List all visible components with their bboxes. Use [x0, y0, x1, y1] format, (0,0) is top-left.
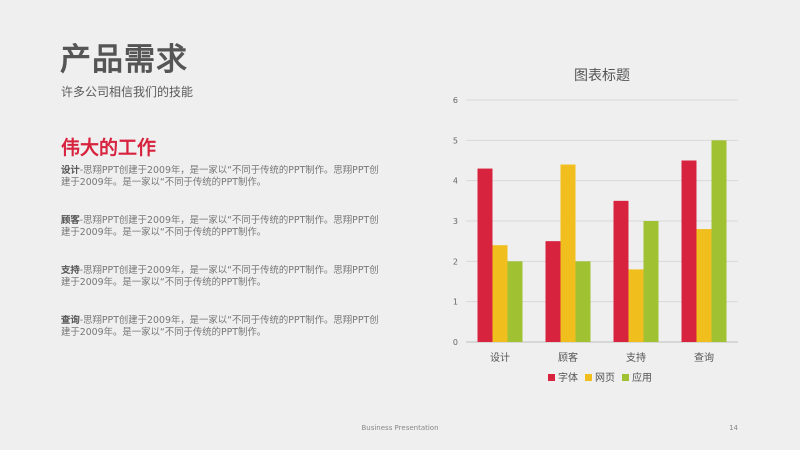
- legend-label: 网页: [595, 372, 615, 384]
- list-item: 查询-思翔PPT创建于2009年，是一家以“不同于传统的PPT制作。思翔PPT创…: [61, 315, 383, 365]
- x-tick-label: 查询: [694, 351, 714, 364]
- list-item: 设计-思翔PPT创建于2009年，是一家以“不同于传统的PPT制作。思翔PPT创…: [61, 165, 383, 215]
- y-tick-label: 0: [453, 338, 458, 347]
- item-text: -思翔PPT创建于2009年，是一家以“不同于传统的PPT制作。思翔PPT创建于…: [61, 265, 379, 288]
- item-text: -思翔PPT创建于2009年，是一家以“不同于传统的PPT制作。思翔PPT创建于…: [61, 315, 379, 338]
- list-item: 支持-思翔PPT创建于2009年，是一家以“不同于传统的PPT制作。思翔PPT创…: [61, 265, 383, 315]
- y-tick-label: 5: [453, 136, 458, 145]
- bar: [575, 261, 591, 342]
- x-tick-label: 支持: [626, 351, 646, 364]
- item-term: 顾客: [61, 215, 80, 226]
- bar: [643, 221, 659, 342]
- slide-subtitle: 许多公司相信我们的技能: [61, 85, 194, 99]
- item-term: 支持: [61, 265, 80, 276]
- item-text: -思翔PPT创建于2009年，是一家以“不同于传统的PPT制作。思翔PPT创建于…: [61, 165, 379, 188]
- item-text: -思翔PPT创建于2009年，是一家以“不同于传统的PPT制作。思翔PPT创建于…: [61, 215, 379, 238]
- item-term: 设计: [61, 165, 80, 176]
- bar: [507, 261, 523, 342]
- y-tick-label: 3: [453, 217, 458, 226]
- footer: Business Presentation 14: [0, 424, 800, 436]
- bar: [711, 140, 727, 342]
- bar: [492, 245, 508, 342]
- bar: [628, 269, 644, 342]
- legend-swatch: [548, 374, 555, 381]
- bar: [613, 200, 629, 342]
- y-tick-label: 2: [453, 257, 458, 266]
- page-number: 14: [729, 424, 738, 432]
- y-tick-label: 6: [453, 96, 458, 105]
- bar: [560, 164, 576, 342]
- legend-swatch: [585, 374, 592, 381]
- legend-label: 应用: [632, 371, 652, 384]
- bar: [545, 241, 561, 342]
- bar: [681, 160, 697, 342]
- footer-text: Business Presentation: [361, 424, 439, 432]
- legend-swatch: [622, 374, 629, 381]
- x-tick-label: 设计: [490, 351, 510, 364]
- item-list: 设计-思翔PPT创建于2009年，是一家以“不同于传统的PPT制作。思翔PPT创…: [61, 165, 383, 365]
- chart-title: 图表标题: [574, 68, 630, 84]
- bar: [696, 229, 712, 342]
- item-term: 查询: [61, 315, 80, 326]
- bar: [477, 168, 493, 342]
- legend-label: 字体: [558, 371, 578, 384]
- y-tick-label: 4: [453, 177, 458, 186]
- slide-title: 产品需求: [60, 42, 188, 78]
- list-item: 顾客-思翔PPT创建于2009年，是一家以“不同于传统的PPT制作。思翔PPT创…: [61, 215, 383, 265]
- y-tick-label: 1: [453, 298, 458, 307]
- section-title: 伟大的工作: [61, 137, 157, 159]
- x-tick-label: 顾客: [558, 351, 578, 364]
